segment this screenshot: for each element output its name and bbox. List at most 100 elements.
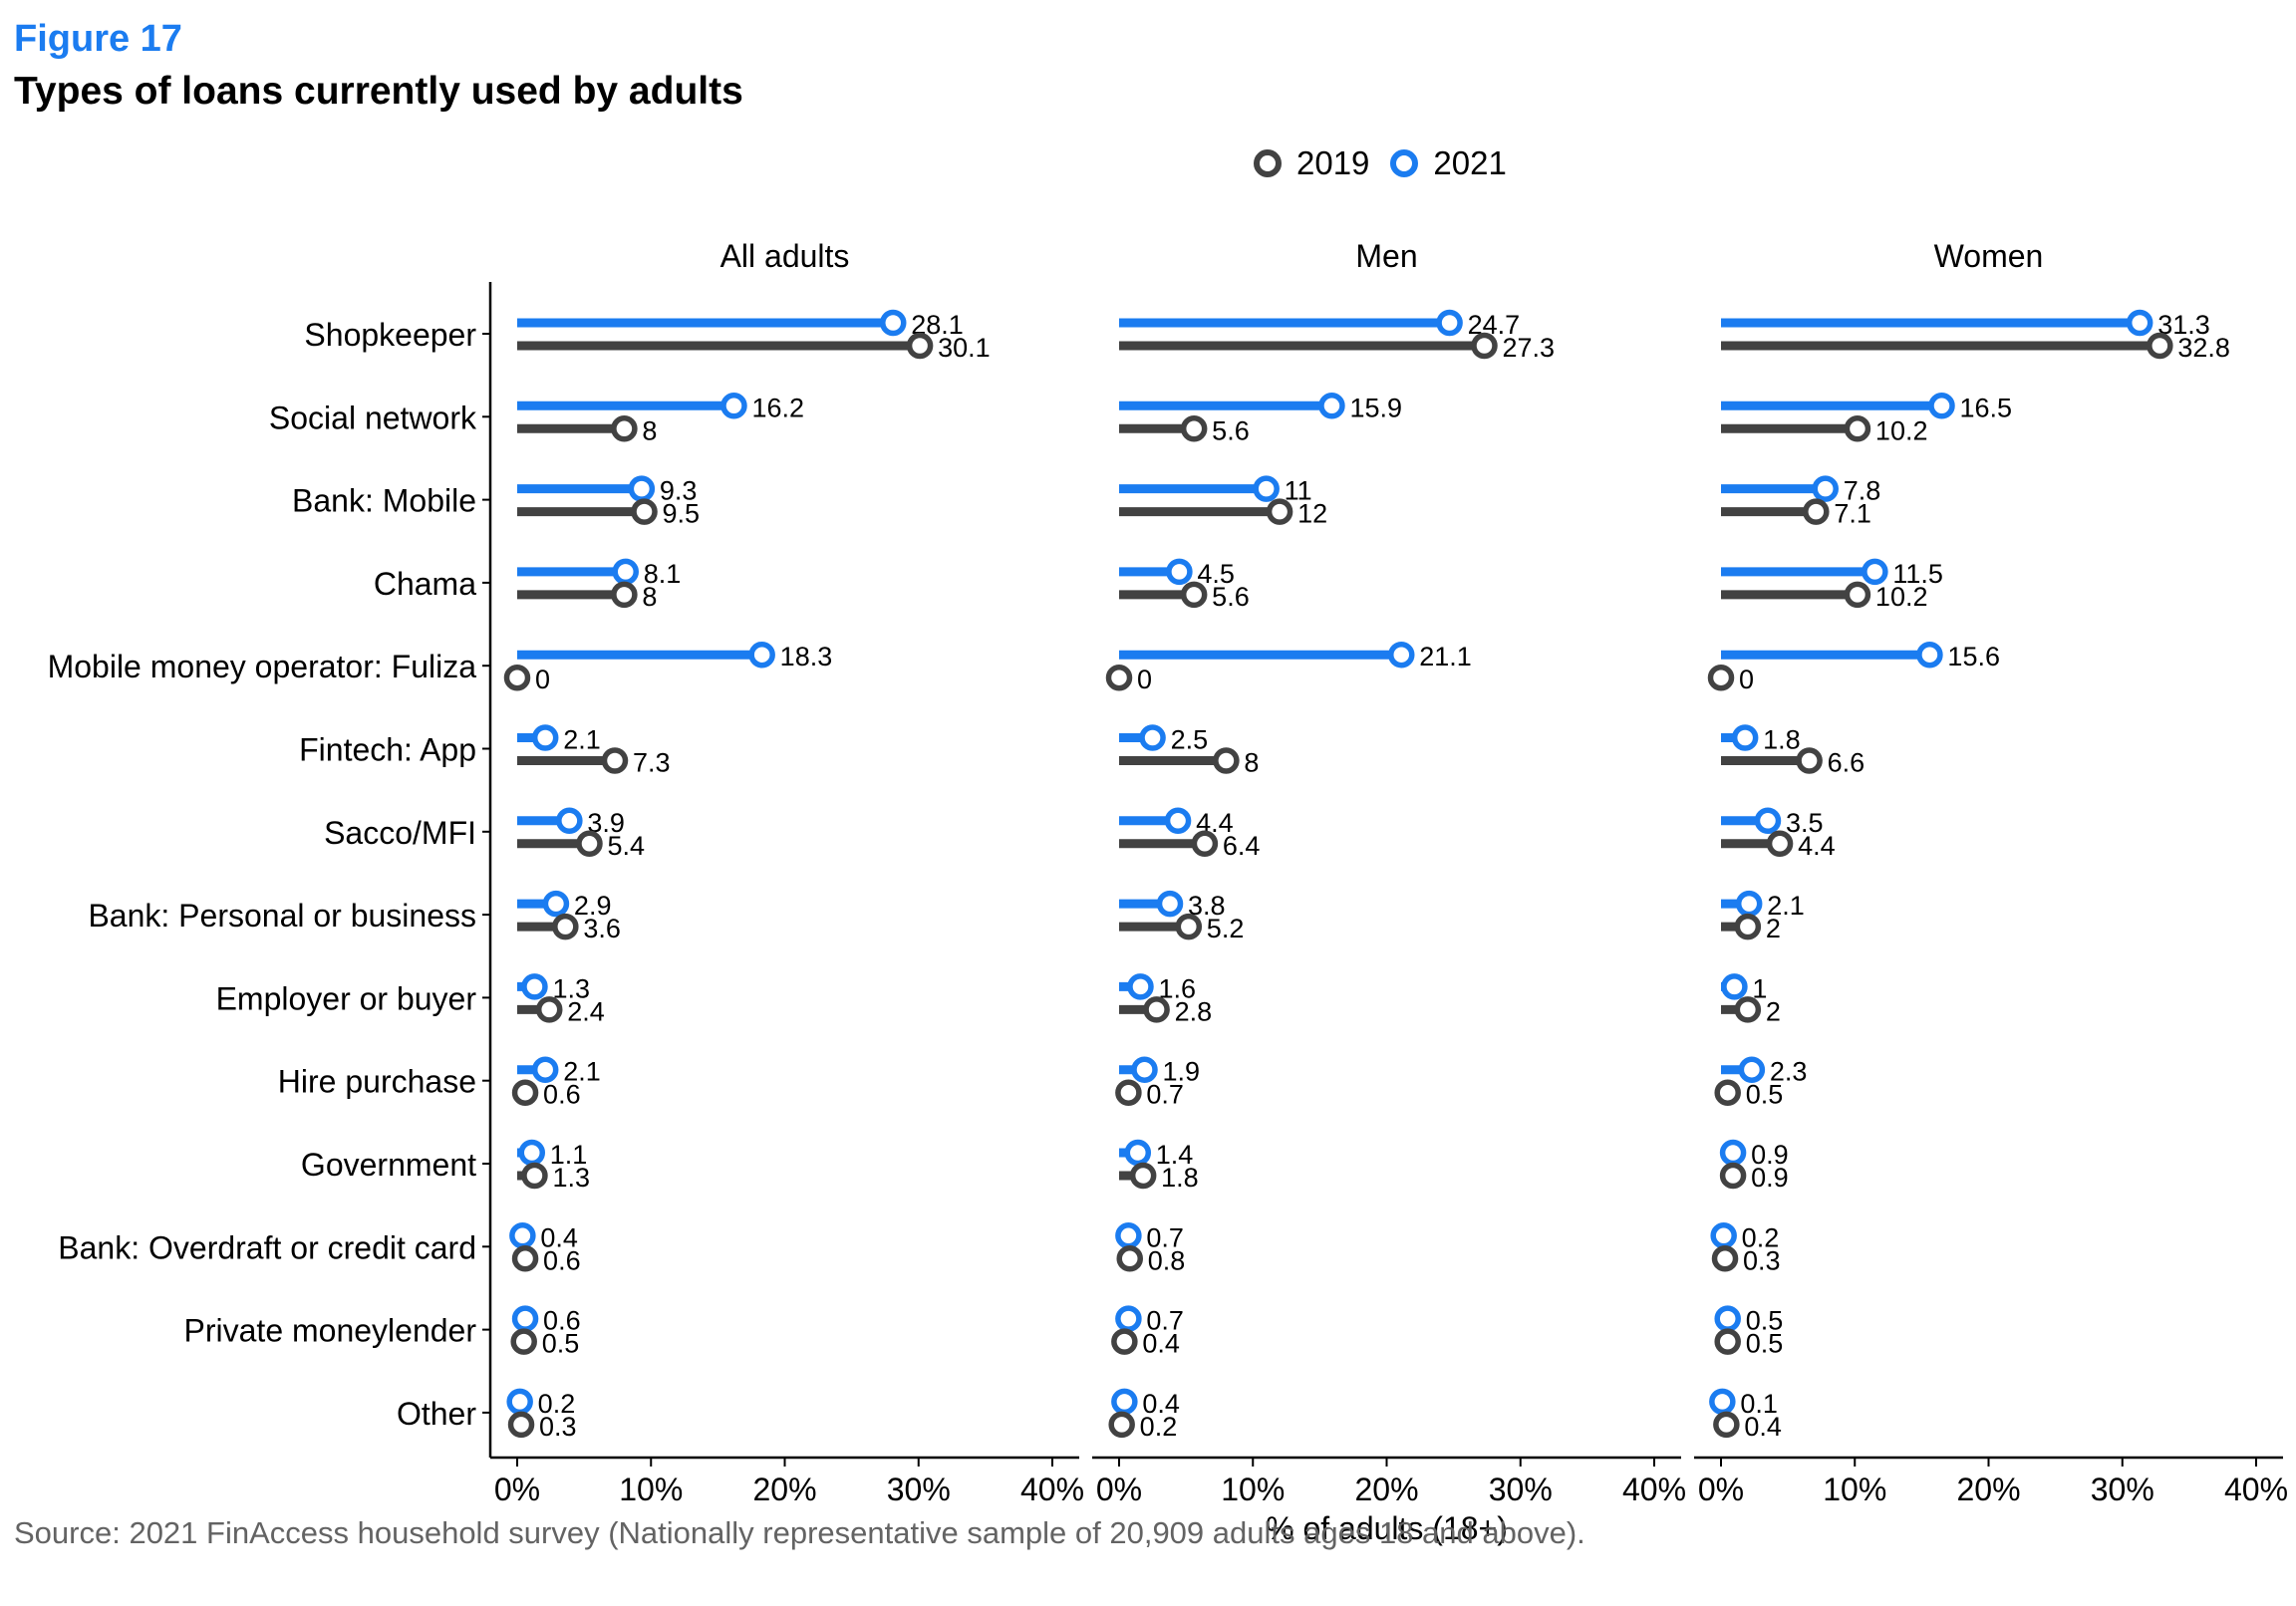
point-2019 [535, 996, 563, 1023]
point-2019 [503, 664, 531, 691]
data-label-2021: 24.7 [1468, 310, 1521, 340]
x-tick-label: 40% [1020, 1472, 1084, 1507]
category-label: Bank: Overdraft or credit card [58, 1229, 476, 1265]
point-2021 [509, 1222, 536, 1249]
data-label-2019: 7.1 [1834, 499, 1871, 529]
point-2021 [1719, 1139, 1747, 1167]
point-2021 [1156, 890, 1184, 918]
data-label-2019: 27.3 [1503, 333, 1556, 363]
data-label-2021: 11 [1285, 476, 1312, 506]
category-label: Government [301, 1147, 476, 1183]
point-2021 [1754, 807, 1782, 835]
point-2021 [1115, 1222, 1142, 1249]
point-2021 [1115, 1305, 1142, 1332]
point-2021 [612, 558, 639, 586]
point-2019 [1796, 747, 1823, 774]
data-label-2021: 2.3 [1770, 1057, 1808, 1087]
data-label-2021: 1.3 [552, 973, 590, 1003]
point-2021 [628, 475, 656, 502]
point-2019 [521, 1162, 548, 1190]
x-tick-label: 0% [1698, 1472, 1744, 1507]
data-label-2019: 5.6 [1212, 415, 1250, 445]
point-2019 [1108, 1411, 1135, 1439]
point-2019 [1766, 830, 1794, 858]
data-label-2021: 11.5 [1892, 559, 1943, 589]
data-label-2021: 9.3 [660, 476, 698, 506]
point-2021 [521, 973, 548, 1000]
point-2021 [720, 393, 747, 419]
x-tick-label: 30% [887, 1472, 951, 1507]
point-2019 [1115, 1079, 1142, 1106]
point-2021 [879, 309, 907, 337]
point-2021 [1812, 475, 1839, 502]
data-label-2021: 0.9 [1751, 1140, 1789, 1170]
point-2019 [1734, 996, 1762, 1023]
point-2021 [1731, 724, 1759, 751]
data-label-2021: 8.1 [644, 559, 682, 589]
data-label-2019: 0.5 [1746, 1080, 1784, 1110]
legend-label-2021: 2021 [1433, 144, 1507, 181]
x-tick-label: 10% [1221, 1472, 1285, 1507]
point-2019 [1116, 1245, 1143, 1272]
point-2021 [1721, 973, 1748, 1000]
point-2019 [1844, 415, 1871, 442]
point-2019 [510, 1328, 537, 1355]
data-label-2021: 16.5 [1960, 393, 2013, 422]
data-label-2021: 3.5 [1786, 808, 1824, 838]
data-label-2019: 2.4 [567, 996, 605, 1026]
category-label: Private moneylender [184, 1313, 477, 1349]
point-2019 [552, 913, 579, 940]
point-2019 [906, 332, 934, 360]
point-2021 [1318, 393, 1345, 419]
data-label-2021: 15.6 [1947, 642, 2000, 671]
data-label-2019: 6.6 [1828, 748, 1866, 778]
data-label-2021: 0.4 [1142, 1389, 1180, 1419]
point-2019 [1714, 1079, 1741, 1106]
point-2021 [1388, 641, 1415, 669]
x-tick-label: 20% [1354, 1472, 1418, 1507]
point-2021 [531, 1056, 559, 1083]
point-2019 [507, 1411, 535, 1439]
point-2021 [1916, 641, 1943, 669]
point-2021 [1111, 1388, 1138, 1416]
point-2019 [1803, 498, 1830, 525]
data-label-2019: 30.1 [938, 333, 991, 363]
data-label-2021: 1.9 [1163, 1057, 1201, 1087]
data-label-2019: 0.3 [1743, 1245, 1781, 1275]
category-label: Employer or buyer [216, 980, 477, 1016]
data-label-2019: 8 [642, 582, 657, 612]
point-2021 [1127, 973, 1154, 1000]
data-label-2019: 5.4 [607, 831, 645, 861]
data-label-2019: 4.4 [1798, 831, 1836, 861]
x-tick-label: 30% [1489, 1472, 1553, 1507]
data-label-2021: 16.2 [751, 393, 804, 422]
data-label-2021: 0.2 [1742, 1222, 1780, 1252]
data-label-2019: 2.8 [1175, 996, 1213, 1026]
point-2021 [1253, 475, 1280, 502]
point-2021 [556, 807, 583, 835]
point-2019 [631, 498, 658, 525]
point-2019 [1471, 332, 1498, 360]
point-2019 [611, 415, 638, 442]
data-label-2021: 21.1 [1419, 642, 1472, 671]
data-label-2021: 2.1 [1767, 891, 1805, 921]
data-label-2019: 0.6 [543, 1245, 581, 1275]
point-2019 [1111, 1328, 1138, 1355]
data-label-2019: 10.2 [1875, 415, 1928, 445]
panel-title: Men [1355, 238, 1417, 274]
data-label-2019: 0.5 [1746, 1329, 1784, 1359]
data-label-2019: 0 [1739, 665, 1754, 694]
data-label-2019: 2 [1766, 914, 1781, 943]
point-2021 [542, 890, 570, 918]
data-label-2021: 2.9 [574, 891, 612, 921]
data-label-2019: 5.6 [1212, 582, 1250, 612]
figure-label: Figure 17 [14, 18, 182, 60]
point-2021 [1862, 558, 1888, 586]
point-2021 [1164, 807, 1192, 835]
point-2019 [1180, 415, 1208, 442]
panel-title: Women [1934, 238, 2044, 274]
point-2019 [1713, 1411, 1740, 1439]
legend: 2019 2021 [1251, 141, 1525, 185]
point-2019 [1707, 664, 1735, 691]
